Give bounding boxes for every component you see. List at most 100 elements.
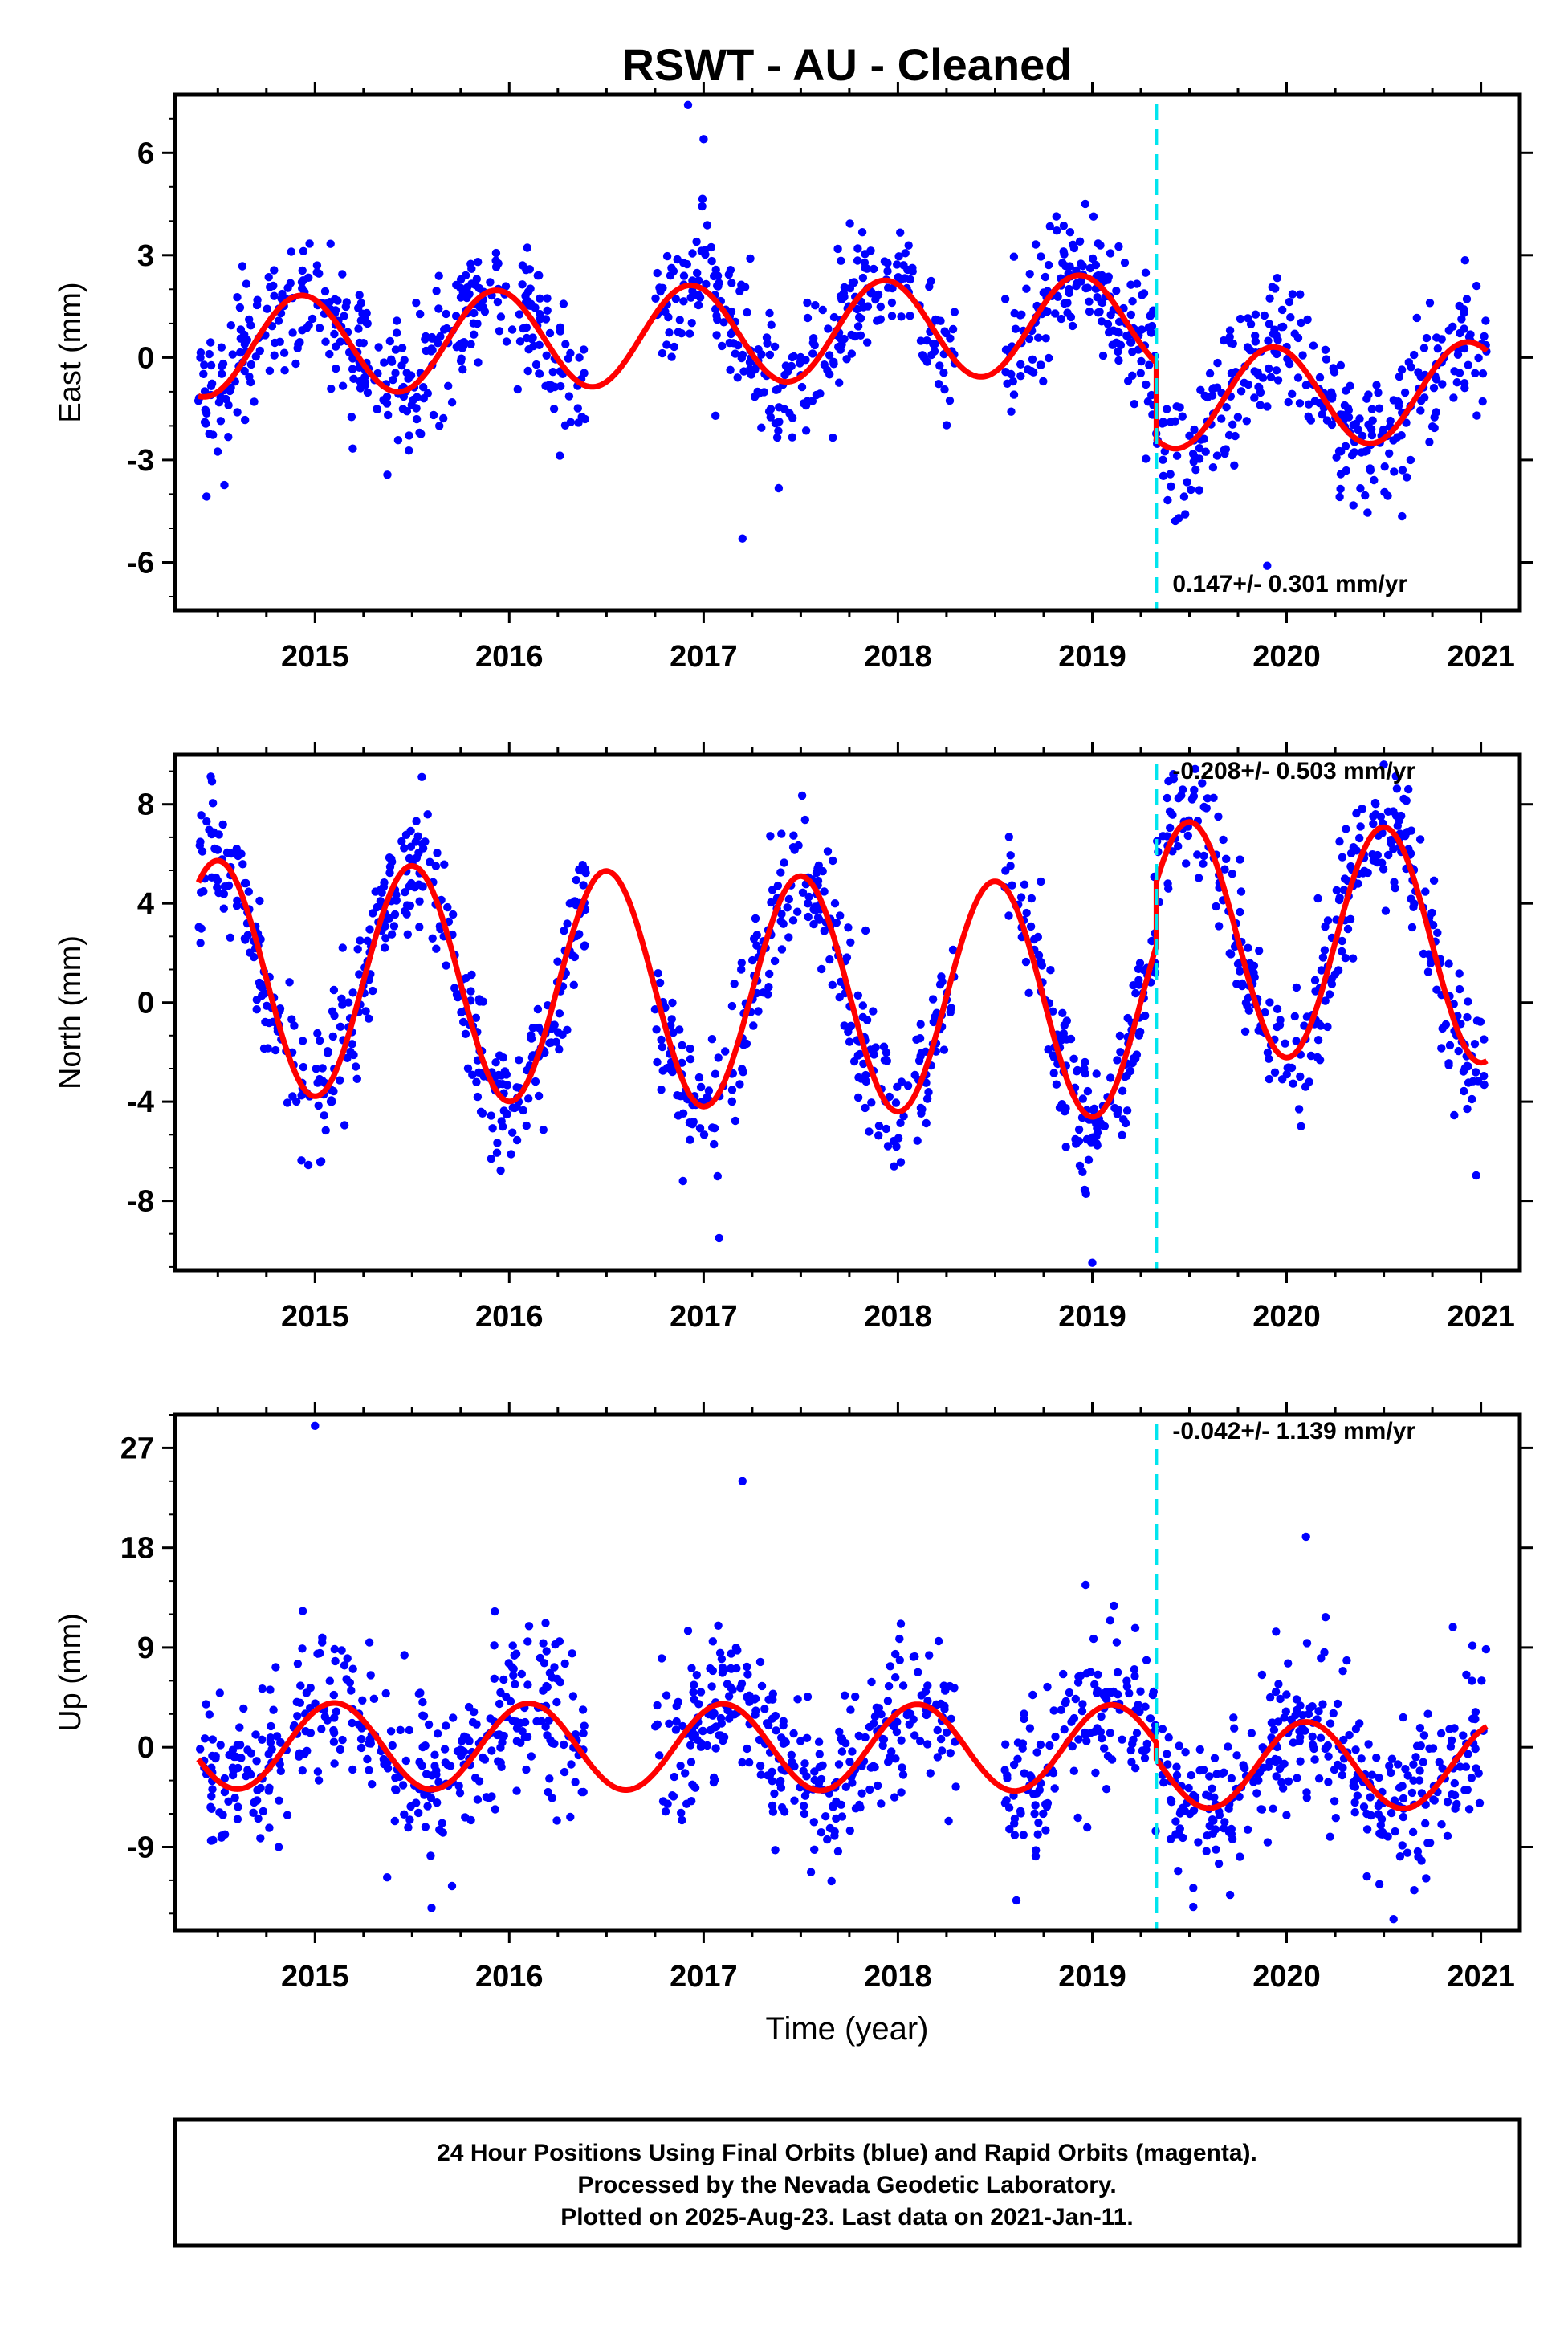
north-point — [1084, 1155, 1094, 1164]
north-point — [1135, 959, 1145, 967]
east-point — [270, 291, 279, 300]
up-point — [1098, 1734, 1106, 1743]
north-point — [1338, 936, 1346, 946]
up-point — [1445, 1725, 1454, 1733]
east-point — [876, 302, 886, 312]
up-point — [690, 1695, 698, 1704]
east-point — [1383, 491, 1392, 500]
north-point — [468, 1070, 477, 1080]
up-point — [1301, 1726, 1309, 1735]
east-point — [470, 330, 479, 339]
up-point — [1184, 1783, 1193, 1793]
north-point — [1059, 1029, 1069, 1038]
up-point — [1399, 1812, 1408, 1822]
north-point — [1311, 987, 1320, 996]
up-point — [1189, 1884, 1198, 1892]
east-point — [1422, 333, 1432, 343]
east-point — [200, 360, 209, 369]
up-point — [1372, 1754, 1381, 1762]
north-point — [820, 927, 829, 935]
up-point — [208, 1785, 217, 1794]
north-point — [432, 944, 441, 953]
up-point — [674, 1697, 682, 1706]
north-point — [813, 864, 822, 873]
up-point — [708, 1666, 717, 1676]
east-point — [697, 246, 706, 255]
up-point — [861, 1733, 870, 1742]
north-point — [213, 845, 222, 854]
north-point — [788, 916, 798, 925]
north-point — [1313, 1036, 1323, 1045]
up-point — [1065, 1688, 1074, 1697]
up-point — [1296, 1757, 1305, 1766]
east-point — [240, 366, 249, 376]
north-point — [385, 862, 395, 871]
east-point — [1058, 259, 1067, 267]
up-point — [743, 1670, 752, 1679]
up-point — [491, 1607, 499, 1616]
up-point — [1359, 1802, 1369, 1811]
up-point — [1293, 1774, 1301, 1782]
north-point — [1236, 967, 1244, 976]
north-point — [313, 1078, 322, 1087]
east-point — [1081, 283, 1090, 293]
up-point — [1471, 1708, 1480, 1717]
north-point — [916, 1020, 925, 1029]
east-panel: 2015 2016 2017 2018 2019 2020 2021630-3-6East … — [54, 82, 1533, 674]
north-point — [788, 843, 798, 852]
north-point — [1325, 990, 1334, 999]
up-point — [1043, 1682, 1052, 1692]
east-point — [853, 256, 862, 265]
up-point — [508, 1716, 517, 1725]
north-y-tick-label: 8 — [137, 788, 154, 822]
east-point — [278, 289, 287, 299]
east-point — [775, 418, 784, 426]
east-point — [1253, 368, 1262, 377]
north-point — [329, 985, 339, 995]
up-point — [1049, 1706, 1058, 1715]
north-point — [1455, 984, 1464, 994]
north-point — [473, 1092, 483, 1102]
north-point — [492, 1148, 502, 1157]
east-point — [1114, 356, 1123, 365]
up-x-tick-label: 2020 — [1252, 1960, 1321, 1994]
up-point — [1032, 1846, 1041, 1855]
up-point — [252, 1757, 261, 1766]
north-point — [1346, 849, 1356, 858]
east-point — [682, 259, 691, 269]
up-point — [414, 1808, 423, 1818]
north-point — [218, 820, 227, 829]
up-outlier-point — [1389, 1915, 1398, 1924]
up-point — [258, 1684, 267, 1693]
east-point — [242, 279, 251, 288]
north-point — [1421, 887, 1430, 896]
up-point — [1228, 1835, 1237, 1843]
east-point — [1196, 385, 1205, 394]
north-point — [316, 1036, 324, 1045]
east-point — [1460, 307, 1468, 316]
up-point — [1268, 1718, 1277, 1727]
east-point — [853, 244, 862, 253]
east-point — [283, 283, 292, 292]
north-point — [338, 943, 347, 952]
up-point — [1205, 1772, 1214, 1781]
up-point — [696, 1742, 706, 1751]
east-point — [1263, 402, 1272, 411]
up-point — [851, 1692, 860, 1701]
east-point — [389, 376, 397, 385]
up-point — [1387, 1768, 1395, 1778]
north-point — [1219, 835, 1228, 845]
up-point — [331, 1656, 340, 1666]
up-point — [815, 1750, 824, 1758]
east-point — [1028, 355, 1037, 364]
north-plot-frame — [173, 752, 1522, 1273]
up-point — [1140, 1754, 1150, 1762]
north-point — [764, 983, 773, 992]
north-point — [783, 903, 792, 912]
east-point — [673, 255, 682, 264]
east-point — [1126, 280, 1135, 289]
north-point — [259, 1044, 269, 1053]
up-point — [1302, 1639, 1312, 1648]
up-point — [1409, 1776, 1418, 1785]
up-point — [1130, 1623, 1140, 1633]
